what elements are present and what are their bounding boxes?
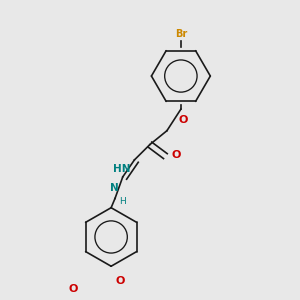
Text: O: O	[172, 150, 181, 160]
Text: N: N	[110, 183, 119, 193]
Text: HN: HN	[113, 164, 130, 174]
Text: H: H	[119, 197, 126, 206]
Text: O: O	[116, 276, 125, 286]
Text: O: O	[178, 115, 188, 125]
Text: O: O	[68, 284, 78, 294]
Text: Br: Br	[175, 29, 187, 39]
